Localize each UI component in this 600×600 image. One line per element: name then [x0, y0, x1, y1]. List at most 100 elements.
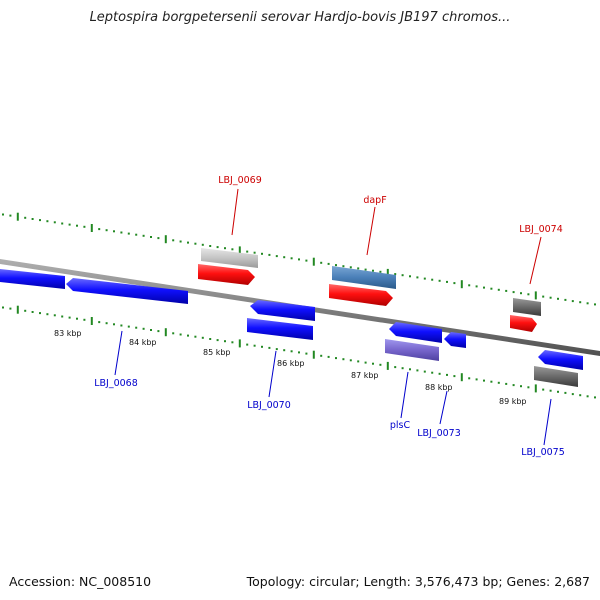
- gene-box-slateblue-plsC[interactable]: [385, 339, 439, 361]
- gene-arrow-LBJ_0068a[interactable]: [0, 269, 65, 289]
- lower-track-minor-tick: [105, 322, 108, 325]
- upper-track-minor-tick: [290, 257, 293, 260]
- lower-track-minor-tick: [320, 354, 323, 357]
- lower-track-minor-tick: [157, 330, 160, 333]
- lower-track-minor-tick: [342, 358, 345, 361]
- lower-track-minor-tick: [394, 366, 397, 369]
- gene-arrow-dapF[interactable]: [329, 284, 393, 306]
- lower-track-minor-tick: [253, 344, 256, 347]
- gene-arrow-plsC-upper[interactable]: [389, 322, 442, 343]
- lower-track-minor-tick: [135, 326, 138, 329]
- gene-label-LBJ_0074[interactable]: LBJ_0074: [519, 224, 563, 235]
- upper-track-minor-tick: [357, 267, 360, 270]
- tick-label-84: 84 kbp: [129, 338, 157, 347]
- upper-track-minor-tick: [68, 223, 71, 226]
- lower-track-minor-tick: [379, 363, 382, 366]
- lower-track-minor-tick: [357, 360, 360, 363]
- upper-track-minor-tick: [261, 252, 263, 255]
- lower-track-minor-tick: [505, 382, 508, 385]
- upper-track-minor-tick: [401, 274, 404, 277]
- gene-label-LBJ_0068[interactable]: LBJ_0068: [94, 378, 138, 389]
- upper-track-minor-tick: [409, 275, 411, 278]
- upper-track-minor-tick: [438, 279, 441, 282]
- gene-arrow-LBJ_0069[interactable]: [198, 264, 255, 285]
- lower-track-minor-tick: [579, 394, 582, 397]
- upper-track-minor-tick: [231, 248, 234, 251]
- upper-track-minor-tick: [31, 218, 34, 220]
- upper-track-major-tick: [16, 212, 19, 221]
- tick-label-83: 83 kbp: [54, 329, 82, 338]
- lower-track-minor-tick: [423, 370, 426, 373]
- gene-arrow-LBJ_0073[interactable]: [444, 332, 466, 348]
- upper-track-minor-tick: [187, 241, 189, 244]
- upper-track-minor-tick: [24, 216, 27, 219]
- lower-track-minor-tick: [409, 368, 411, 371]
- accession-text: Accession: NC_008510: [9, 574, 152, 589]
- leader-LBJ_0069: [231, 188, 239, 236]
- tick-label-86: 86 kbp: [277, 359, 305, 368]
- upper-track-minor-tick: [349, 266, 352, 269]
- upper-track-minor-tick: [298, 258, 300, 261]
- upper-track-major-tick: [238, 246, 241, 255]
- upper-track-minor-tick: [224, 247, 226, 250]
- lower-track-minor-tick: [201, 336, 204, 339]
- lower-track-minor-tick: [401, 367, 404, 370]
- upper-track-minor-tick: [83, 225, 86, 228]
- gene-box-dark-LBJ_0075[interactable]: [534, 366, 578, 387]
- gene-arrow-LBJ_0070a[interactable]: [250, 300, 315, 321]
- upper-track-minor-tick: [446, 280, 448, 283]
- gene-box-LBJ_0070[interactable]: [247, 318, 313, 340]
- lower-track-minor-tick: [364, 361, 367, 364]
- leader-LBJ_0073: [439, 390, 448, 425]
- lower-track-minor-tick: [431, 371, 434, 374]
- gene-box-gray-LBJ_0069[interactable]: [201, 248, 258, 268]
- lower-track-minor-tick: [31, 311, 34, 313]
- lower-track-minor-tick: [283, 349, 286, 352]
- gene-label-LBJ_0070[interactable]: LBJ_0070: [247, 400, 291, 411]
- lower-track-minor-tick: [512, 384, 515, 387]
- upper-track-minor-tick: [571, 300, 574, 303]
- gene-box-steelblue-dapF[interactable]: [332, 266, 396, 289]
- gene-label-plsC[interactable]: plsC: [390, 420, 411, 431]
- gene-label-LBJ_0075[interactable]: LBJ_0075: [521, 447, 565, 458]
- upper-track-minor-tick: [194, 242, 197, 245]
- lower-track-major-tick: [534, 384, 537, 393]
- lower-track-minor-tick: [216, 339, 219, 342]
- gene-arrow-LBJ_0068b[interactable]: [66, 278, 188, 304]
- gene-label-dapF[interactable]: dapF: [363, 195, 386, 206]
- gene-label-LBJ_0073[interactable]: LBJ_0073: [417, 428, 461, 439]
- upper-track-minor-tick: [364, 268, 367, 271]
- leader-LBJ_0075: [543, 398, 552, 446]
- upper-track-minor-tick: [61, 222, 64, 225]
- lower-track-minor-tick: [298, 351, 300, 354]
- upper-track-major-tick: [90, 224, 93, 232]
- lower-track-minor-tick: [268, 346, 271, 349]
- lower-track-minor-tick: [224, 340, 226, 343]
- gene-arrow-LBJ_0075[interactable]: [538, 350, 583, 370]
- upper-track-minor-tick: [127, 232, 130, 235]
- tick-label-87: 87 kbp: [351, 371, 379, 380]
- upper-track-minor-tick: [453, 282, 456, 285]
- upper-track-major-tick: [164, 235, 167, 244]
- lower-track-minor-tick: [564, 391, 567, 394]
- upper-track-minor-tick: [586, 302, 589, 305]
- leader-dapF: [366, 206, 376, 256]
- lower-track-minor-tick: [468, 377, 471, 380]
- upper-track-minor-tick: [475, 285, 478, 288]
- lower-track-minor-tick: [120, 324, 123, 327]
- upper-track-minor-tick: [557, 297, 559, 300]
- upper-track-minor-tick: [327, 262, 330, 265]
- gene-label-LBJ_0069[interactable]: LBJ_0069: [218, 175, 262, 186]
- upper-track-minor-tick: [549, 296, 552, 299]
- upper-track-minor-tick: [431, 278, 434, 281]
- lower-track-minor-tick: [194, 335, 197, 338]
- upper-track-minor-tick: [113, 230, 115, 233]
- lower-track-minor-tick: [98, 321, 101, 324]
- gene-arrow-LBJ_0074[interactable]: [510, 315, 537, 332]
- lower-track-minor-tick: [542, 388, 545, 391]
- gene-box-dark-LBJ_0074[interactable]: [513, 298, 541, 316]
- lower-track-minor-tick: [24, 309, 27, 312]
- lower-track-minor-tick: [327, 355, 330, 358]
- upper-track-minor-tick: [209, 245, 212, 247]
